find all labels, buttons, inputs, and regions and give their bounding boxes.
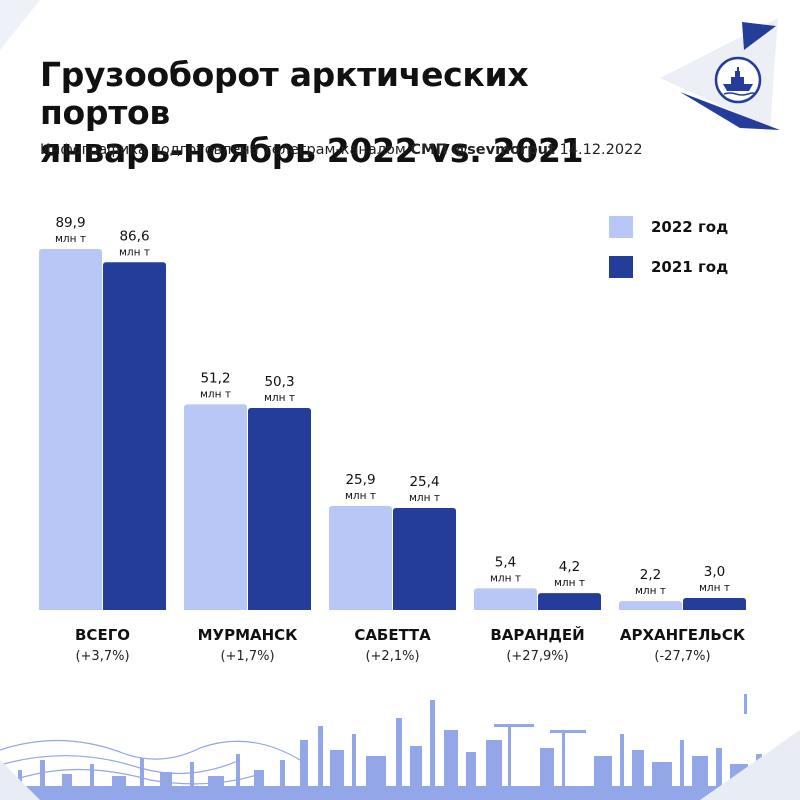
- category-label-4: АРХАНГЕЛЬСК: [620, 626, 746, 644]
- subtitle-date: 14.12.2022: [559, 142, 643, 158]
- value-label-2-1: 25,4: [409, 474, 439, 490]
- decor-triangle-right-dark: [680, 92, 780, 130]
- bar-1-1: [248, 408, 311, 610]
- bar-0-0: [39, 249, 102, 610]
- bar-4-1: [683, 597, 746, 610]
- chart-legend: 2022 год 2021 год: [609, 214, 728, 294]
- title-line-2: январь-ноябрь 2022 vs. 2021: [40, 131, 584, 170]
- value-label-1-0: 51,2: [200, 370, 230, 386]
- decor-triangle-top-right-dark: [742, 22, 776, 50]
- legend-swatch-2021: [609, 256, 633, 278]
- change-label-4: (-27,7%): [654, 649, 710, 664]
- bar-1-0: [184, 404, 247, 610]
- unit-label-2-1: млн т: [409, 492, 440, 504]
- category-label-1: МУРМАНСК: [198, 626, 299, 644]
- legend-swatch-2022: [609, 216, 633, 238]
- bar-3-0: [474, 588, 537, 610]
- decor-triangle-bottom-left: [0, 760, 40, 800]
- unit-label-4-0: млн т: [635, 585, 666, 597]
- bar-3-1: [538, 593, 601, 610]
- value-label-2-0: 25,9: [345, 472, 375, 488]
- bar-2-0: [329, 505, 392, 610]
- legend-item-2022: 2022 год: [609, 214, 728, 240]
- category-label-3: ВАРАНДЕЙ: [490, 625, 584, 644]
- category-label-2: САБЕТТА: [354, 626, 431, 644]
- title-line-1: Грузооборот арктических портов: [40, 55, 529, 132]
- unit-label-2-0: млн т: [345, 490, 376, 502]
- change-label-0: (+3,7%): [75, 649, 129, 664]
- unit-label-3-1: млн т: [554, 577, 585, 589]
- value-label-4-1: 3,0: [704, 564, 725, 580]
- subtitle: Инфографика подготовлена телеграм-канало…: [40, 142, 680, 158]
- unit-label-1-1: млн т: [264, 392, 295, 404]
- unit-label-0-0: млн т: [55, 233, 86, 245]
- legend-item-2021: 2021 год: [609, 254, 728, 280]
- value-label-3-0: 5,4: [495, 554, 516, 570]
- subtitle-prefix: Инфографика подготовлена телеграм-канало…: [40, 142, 406, 158]
- value-label-3-1: 4,2: [559, 559, 580, 575]
- bar-2-1: [393, 508, 456, 610]
- value-label-4-0: 2,2: [640, 567, 661, 583]
- change-label-1: (+1,7%): [220, 649, 274, 664]
- decor-triangle-top-left: [0, 0, 40, 50]
- unit-label-1-0: млн т: [200, 388, 231, 400]
- value-label-0-1: 86,6: [119, 228, 149, 244]
- bar-0-1: [103, 262, 166, 610]
- unit-label-3-0: млн т: [490, 572, 521, 584]
- decor-triangle-bottom-right: [700, 730, 800, 800]
- unit-label-0-1: млн т: [119, 246, 150, 258]
- bar-4-0: [619, 601, 682, 610]
- value-label-1-1: 50,3: [264, 374, 294, 390]
- bar-chart: 89,9 млн т 86,6 млн т 51,2 млн т 50,3 млн т 25,9…: [39, 215, 746, 664]
- legend-label-2022: 2022 год: [651, 218, 729, 236]
- unit-label-4-1: млн т: [699, 582, 730, 594]
- icebreaker-ship-icon: [714, 56, 762, 104]
- value-label-0-0: 89,9: [55, 215, 85, 231]
- category-label-0: ВСЕГО: [75, 626, 130, 644]
- page-title: Грузооборот арктических портов январь-но…: [40, 56, 640, 170]
- subtitle-channel: СМП @sevmorput: [410, 142, 555, 158]
- change-label-3: (+27,9%): [506, 649, 568, 664]
- legend-label-2021: 2021 год: [651, 258, 729, 276]
- change-label-2: (+2,1%): [365, 649, 419, 664]
- industrial-skyline-illustration: [0, 694, 800, 800]
